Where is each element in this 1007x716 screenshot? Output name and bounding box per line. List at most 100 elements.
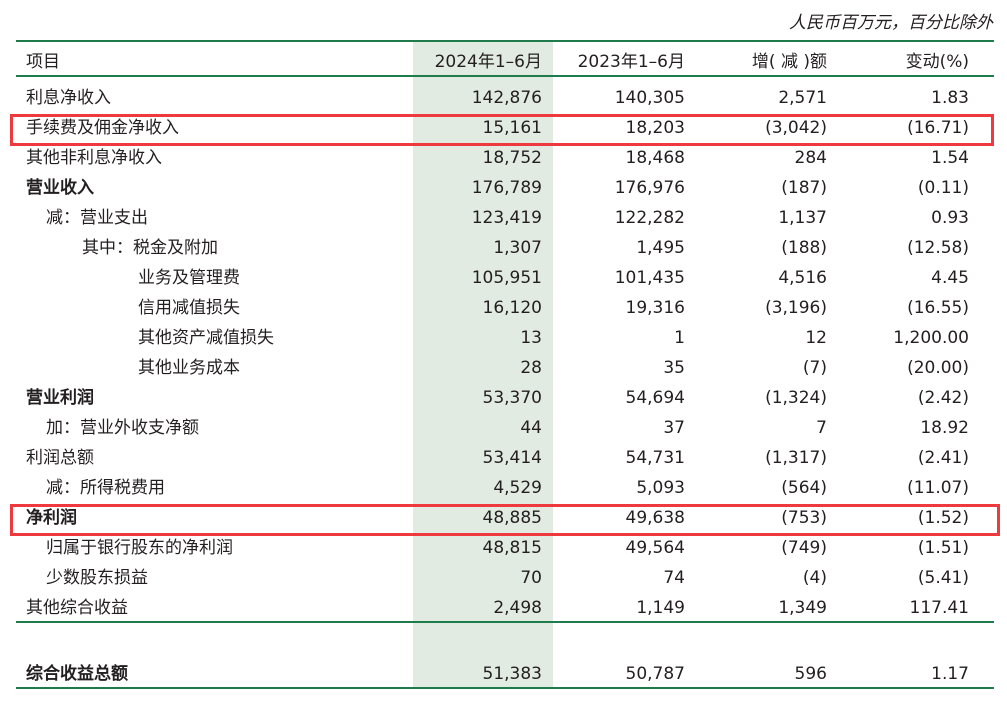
value-change: (7) [802,358,827,378]
value-2024: 48,885 [482,508,542,528]
value-2023: 50,787 [625,664,685,684]
value-2024: 16,120 [482,298,542,318]
value-2024: 142,876 [471,88,542,108]
value-pct: 1.54 [931,148,969,168]
row-label: 营业利润 [26,388,94,408]
row-label: 利润总额 [26,448,94,468]
value-pct: 1,200.00 [893,328,969,348]
value-pct: 117.41 [909,598,969,618]
row-label: 利息净收入 [26,88,111,108]
table-row: 利润总额 53,414 54,731 (1,317) (2.41) [0,443,1007,473]
value-change: (1,317) [765,448,827,468]
value-pct: 0.93 [931,208,969,228]
unit-note: 人民币百万元，百分比除外 [789,13,993,33]
row-label: 减：所得税费用 [46,478,165,498]
row-label: 营业收入 [26,178,94,198]
table-row: 其他非利息净收入 18,752 18,468 284 1.54 [0,143,1007,173]
value-change: (564) [781,478,827,498]
value-change: (1,324) [765,388,827,408]
value-pct: (5.41) [917,568,969,588]
value-pct: 1.17 [931,664,969,684]
value-2023: 1 [674,328,685,348]
table-row: 营业收入 176,789 176,976 (187) (0.11) [0,173,1007,203]
value-change: 596 [794,664,827,684]
value-pct: (20.00) [907,358,969,378]
value-2023: 49,564 [625,538,685,558]
value-change: 7 [816,418,827,438]
value-2023: 18,468 [625,148,685,168]
row-label: 手续费及佣金净收入 [26,118,179,138]
section-rule [16,621,994,623]
row-label: 其他综合收益 [26,598,128,618]
value-2023: 140,305 [614,88,685,108]
header-2023: 2023年1–6月 [577,52,685,72]
value-pct: (0.11) [917,178,969,198]
table-row: 减：营业支出 123,419 122,282 1,137 0.93 [0,203,1007,233]
value-change: 284 [794,148,827,168]
row-label: 其他资产减值损失 [138,328,274,348]
row-label: 其他业务成本 [138,358,240,378]
table-row: 加：营业外收支净额 44 37 7 18.92 [0,413,1007,443]
total-row: 综合收益总额 51,383 50,787 596 1.17 [0,659,1007,689]
value-pct: 18.92 [920,418,969,438]
value-2023: 54,694 [625,388,685,408]
header-change: 增( 减 )额 [751,52,827,72]
value-change: 1,349 [778,598,827,618]
value-change: (3,196) [765,298,827,318]
table-row: 其他业务成本 28 35 (7) (20.00) [0,353,1007,383]
value-2024: 176,789 [471,178,542,198]
value-2024: 48,815 [482,538,542,558]
table-row: 净利润 48,885 49,638 (753) (1.52) [0,503,1007,533]
value-2023: 122,282 [614,208,685,228]
table-row: 业务及管理费 105,951 101,435 4,516 4.45 [0,263,1007,293]
header-item: 项目 [26,52,60,72]
value-2023: 5,093 [636,478,685,498]
value-pct: (16.55) [907,298,969,318]
value-change: 4,516 [778,268,827,288]
value-2024: 18,752 [482,148,542,168]
value-2023: 1,149 [636,598,685,618]
row-label: 其他非利息净收入 [26,148,162,168]
value-2024: 53,370 [482,388,542,408]
value-2023: 37 [663,418,685,438]
value-2024: 15,161 [482,118,542,138]
current-period-column-shade [413,41,553,688]
value-2023: 35 [663,358,685,378]
value-pct: (16.71) [907,118,969,138]
header-pct: 变动(%) [905,52,969,72]
table-row: 手续费及佣金净收入 15,161 18,203 (3,042) (16.71) [0,113,1007,143]
row-label: 减：营业支出 [46,208,148,228]
table-row: 营业利润 53,370 54,694 (1,324) (2.42) [0,383,1007,413]
table-row: 少数股东损益 70 74 (4) (5.41) [0,563,1007,593]
header-2024: 2024年1–6月 [434,52,542,72]
value-2023: 54,731 [625,448,685,468]
value-2024: 28 [520,358,542,378]
value-2024: 51,383 [482,664,542,684]
value-2024: 4,529 [493,478,542,498]
table-row: 归属于银行股东的净利润 48,815 49,564 (749) (1.51) [0,533,1007,563]
value-2023: 49,638 [625,508,685,528]
value-2024: 70 [520,568,542,588]
value-pct: 4.45 [931,268,969,288]
value-pct: (1.52) [917,508,969,528]
value-change: 2,571 [778,88,827,108]
value-2024: 44 [520,418,542,438]
value-change: (749) [781,538,827,558]
value-2023: 101,435 [614,268,685,288]
row-label: 归属于银行股东的净利润 [46,538,233,558]
row-label: 综合收益总额 [26,664,128,684]
value-pct: (12.58) [907,238,969,258]
row-label: 加：营业外收支净额 [46,418,199,438]
value-change: (187) [781,178,827,198]
value-2024: 105,951 [471,268,542,288]
value-2023: 19,316 [625,298,685,318]
value-change: (753) [781,508,827,528]
value-2024: 13 [520,328,542,348]
value-pct: (1.51) [917,538,969,558]
row-label: 业务及管理费 [138,268,240,288]
value-2023: 176,976 [614,178,685,198]
row-label: 其中：税金及附加 [82,238,218,258]
row-label: 少数股东损益 [46,568,148,588]
table-row: 减：所得税费用 4,529 5,093 (564) (11.07) [0,473,1007,503]
row-label: 信用减值损失 [138,298,240,318]
